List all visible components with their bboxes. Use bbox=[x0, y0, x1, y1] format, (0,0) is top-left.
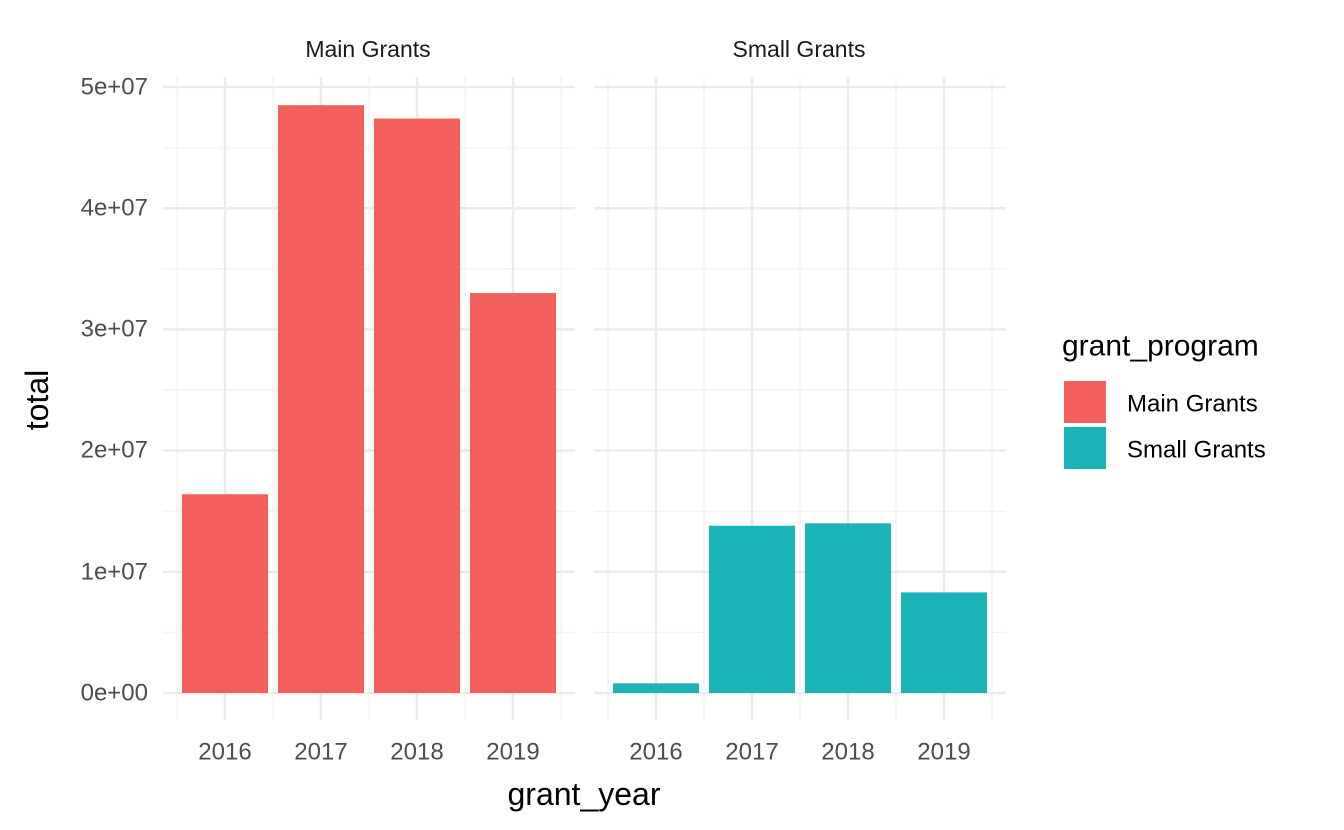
legend-title: grant_program bbox=[1062, 330, 1259, 363]
x-tick-label: 2018 bbox=[821, 739, 874, 766]
facet-strip-label-small: Small Grants bbox=[733, 36, 866, 62]
y-axis-ticks: 0e+00 1e+07 2e+07 3e+07 4e+07 5e+07 bbox=[81, 74, 148, 707]
bar-main-grants-2017 bbox=[278, 105, 364, 694]
bar-small-grants-2017 bbox=[709, 525, 795, 693]
x-tick-label: 2019 bbox=[917, 739, 970, 766]
x-tick-label: 2016 bbox=[198, 739, 251, 766]
y-tick-label: 1e+07 bbox=[81, 559, 148, 586]
x-tick-label: 2017 bbox=[725, 739, 778, 766]
x-tick-label: 2019 bbox=[486, 739, 539, 766]
bar-small-grants-2018 bbox=[805, 523, 891, 693]
y-tick-label: 3e+07 bbox=[81, 316, 148, 343]
legend-key-main-grants bbox=[1064, 381, 1106, 423]
y-tick-label: 0e+00 bbox=[81, 680, 148, 707]
y-axis-title: total bbox=[19, 370, 55, 430]
legend: grant_program Main Grants Small Grants bbox=[1062, 330, 1266, 469]
legend-key-small-grants bbox=[1064, 427, 1106, 469]
x-tick-label: 2017 bbox=[294, 739, 347, 766]
legend-label-small-grants: Small Grants bbox=[1127, 437, 1266, 464]
bar-main-grants-2016 bbox=[182, 494, 268, 693]
bar-main-grants-2019 bbox=[470, 293, 556, 693]
x-tick-label: 2018 bbox=[390, 739, 443, 766]
bar-small-grants-2016 bbox=[613, 683, 699, 693]
x-tick-label: 2016 bbox=[629, 739, 682, 766]
x-axis-title: grant_year bbox=[508, 776, 661, 812]
y-tick-label: 4e+07 bbox=[81, 195, 148, 222]
facet-panels bbox=[163, 77, 1006, 720]
facet-strip-label-main: Main Grants bbox=[305, 36, 430, 62]
y-tick-label: 5e+07 bbox=[81, 74, 148, 101]
legend-label-main-grants: Main Grants bbox=[1127, 391, 1258, 418]
bar-small-grants-2019 bbox=[901, 592, 987, 693]
y-tick-label: 2e+07 bbox=[81, 437, 148, 464]
bar-main-grants-2018 bbox=[374, 118, 460, 693]
